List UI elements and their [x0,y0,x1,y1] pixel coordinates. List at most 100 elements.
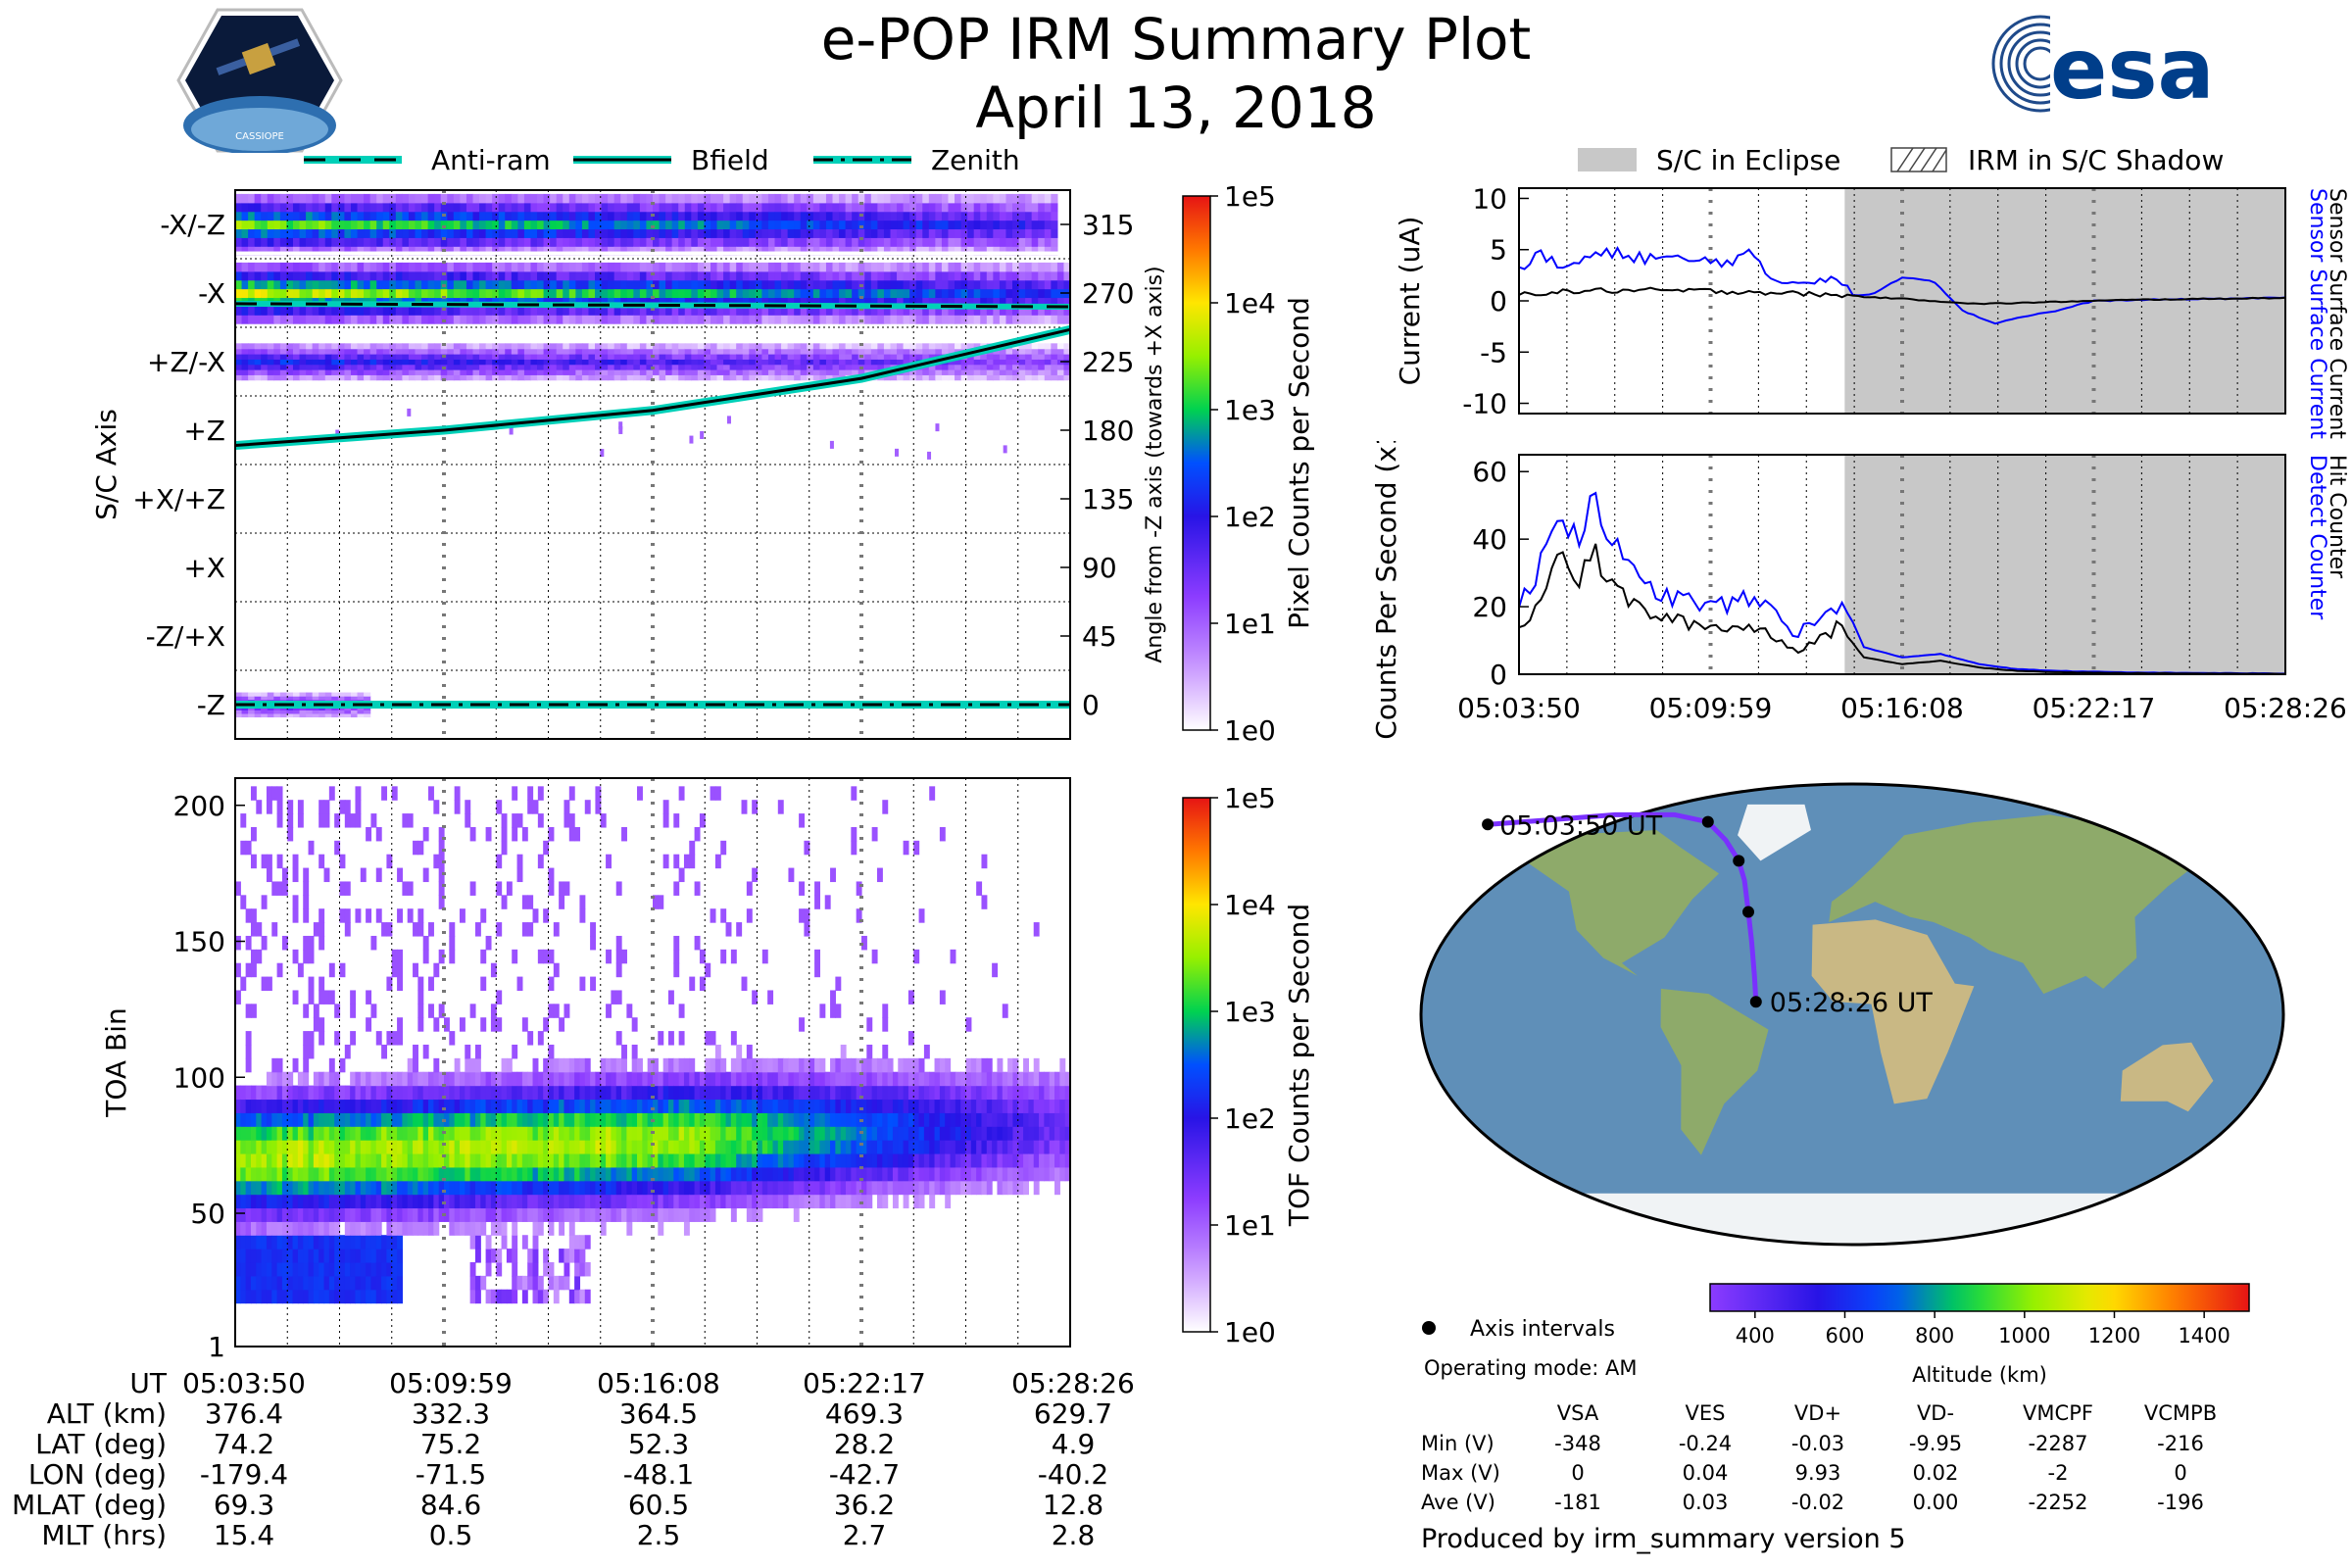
heat-cell [575,369,583,375]
heat-cell [286,202,294,213]
heat-cell [517,315,525,324]
heat-cell [588,262,596,272]
heat-cell [742,297,750,307]
heat-cell [344,237,352,247]
heat-cell [620,279,628,290]
heat-cell [375,1261,382,1277]
heat-cell [299,270,307,281]
heat-cell [621,1166,627,1182]
heat-cell [512,1099,518,1113]
heat-cell [299,696,307,701]
heat-cell [787,220,795,230]
heat-cell [512,1085,518,1101]
heat-cell [281,1261,288,1277]
heat-cell [318,1221,325,1236]
heat-cell [581,193,590,204]
heat-cell [716,279,724,290]
heat-cell [415,348,422,355]
heat-cell [832,202,840,213]
heat-cell [999,315,1007,324]
heat-cell [241,712,249,718]
heat-cell [903,348,910,355]
heat-cell [369,228,377,238]
heat-cell [812,369,820,375]
heat-cell [331,354,339,360]
heat-cell [1025,306,1033,316]
heat-cell [292,237,301,247]
heat-cell [422,826,429,842]
heat-cell [909,306,917,316]
heat-cell [360,1249,367,1263]
heat-cell [344,1085,351,1101]
heat-cell [755,348,763,355]
heat-cell [375,867,382,883]
heat-cell [723,228,731,238]
heat-cell [395,220,403,230]
heat-cell [344,1207,351,1222]
heat-cell [646,359,654,366]
heat-cell [986,354,994,360]
heat-cell [324,237,332,247]
heat-cell [391,1289,398,1304]
heat-cell [749,315,757,324]
heat-cell [749,246,757,256]
heat-cell [292,1085,299,1101]
heat-cell [647,1140,654,1154]
heat-cell [440,202,448,213]
heat-cell [240,1152,247,1168]
heat-cell [440,343,448,350]
heat-cell [832,343,840,350]
heat-cell [433,1221,440,1236]
heat-cell [973,228,981,238]
heat-cell [318,1031,325,1046]
heat-cell [523,262,532,272]
heat-cell [498,220,506,230]
heat-cell [730,1180,737,1196]
heat-cell [266,1085,272,1101]
heat-cell [1018,237,1026,247]
heat-cell [755,288,763,299]
heat-cell [261,1085,268,1101]
heat-cell [704,297,711,307]
heat-cell [472,202,480,213]
heat-cell [465,1152,471,1168]
heat-cell [444,1152,450,1168]
heat-cell [941,237,950,247]
heat-cell [421,202,429,213]
heat-cell [915,354,923,360]
heat-cell [537,1194,544,1209]
heat-cell [543,1249,550,1263]
heat-cell [235,348,243,355]
heat-cell [935,374,943,381]
heat-cell [485,343,493,350]
heat-cell [890,279,898,290]
heat-cell [626,306,634,316]
heat-cell [324,359,332,366]
heat-cell [1012,270,1020,281]
heat-cell [774,288,782,299]
heat-cell [465,1126,471,1141]
heat-cell [749,343,757,350]
heat-cell [357,374,365,381]
heat-cell [480,1221,487,1236]
heat-cell [678,288,686,299]
heat-cell [601,279,609,290]
heat-cell [532,1207,539,1222]
heat-cell [427,369,435,375]
heat-cell [574,1112,581,1127]
heat-cell [871,1112,878,1127]
heat-cell [548,1085,555,1101]
heat-cell [653,297,661,307]
heat-cell [433,962,440,978]
anti-ram-line-glow [234,300,1071,310]
heat-cell [498,348,506,355]
heat-cell [915,369,923,375]
heat-cell [1012,279,1020,290]
heat-cell [422,1207,429,1222]
heat-cell [840,1152,847,1168]
heat-cell [579,1152,586,1168]
heat-cell [864,348,872,355]
heat-cell [415,193,422,204]
heat-cell [825,374,834,381]
heat-cell [742,374,750,381]
